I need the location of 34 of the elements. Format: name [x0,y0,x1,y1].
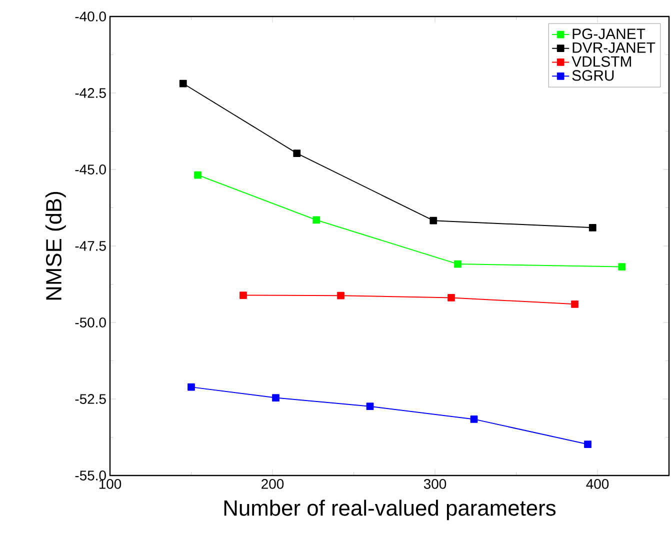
point [470,416,478,423]
y-tick-label: -50.0 [75,318,106,328]
point [312,216,320,224]
point [240,292,247,299]
y-tick-label: -40.0 [75,12,106,22]
point [588,224,596,232]
x-tick-label: 100 [99,479,122,489]
legend-label: PG-JANET [572,28,646,40]
x-tick-label: 400 [586,479,609,489]
legend-label: DVR-JANET [572,42,656,53]
x-tick-label: 200 [262,479,284,489]
point [454,260,462,268]
point [448,294,455,302]
y-axis-title: NMSE (dB) [45,192,66,300]
y-tick-label: -42.5 [75,88,106,98]
x-tick-label: 300 [424,479,446,489]
y-tick-label: -45.0 [75,164,106,174]
point [618,263,626,270]
y-tick-label: -52.5 [75,394,106,404]
legend-label: SGRU [572,70,614,81]
point [188,383,195,391]
point [366,402,374,410]
point [571,300,578,308]
point [430,216,438,224]
y-tick-label: -47.5 [75,241,106,251]
point [584,440,592,448]
point [293,150,301,157]
legend-label: VDLSTM [572,56,631,67]
point [337,292,344,300]
y-tick-label: -55.0 [75,470,106,480]
point [272,394,280,402]
x-axis-title: Number of real-valued parameters [224,500,556,520]
point [194,171,202,179]
point [179,80,187,88]
